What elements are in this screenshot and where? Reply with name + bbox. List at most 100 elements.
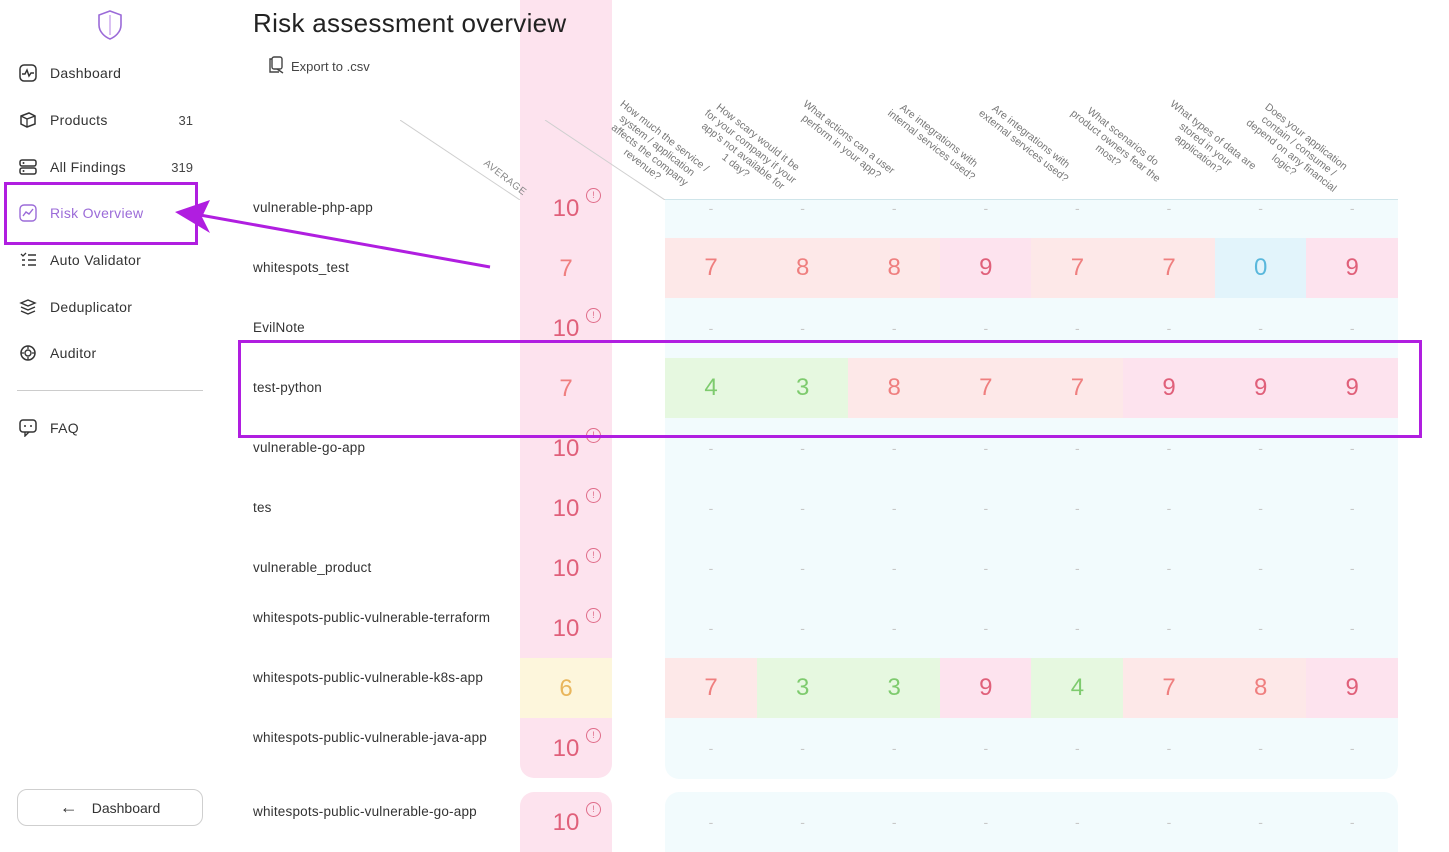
score-empty: -: [983, 740, 989, 756]
header-diagonal-line: [400, 120, 665, 200]
sidebar-item-count: 31: [178, 112, 193, 128]
sidebar-item-auto-validator[interactable]: Auto Validator: [18, 248, 203, 272]
score-empty: -: [1075, 814, 1080, 830]
layers-icon: [18, 297, 38, 317]
score-empty: -: [1258, 440, 1263, 456]
product-name[interactable]: vulnerable_product: [253, 560, 372, 575]
score-empty: -: [1258, 740, 1263, 756]
score-empty: -: [983, 500, 989, 516]
average-score: 10: [552, 615, 580, 642]
shield-logo-icon[interactable]: [97, 10, 123, 40]
sidebar-item-count: 319: [171, 159, 193, 175]
score-cell[interactable]: 7: [665, 658, 758, 718]
score-empty: -: [1166, 440, 1172, 456]
question-header: What actions can a user perform in your a…: [799, 98, 897, 182]
score-empty: -: [1166, 560, 1172, 576]
dashboard-icon: [18, 63, 38, 83]
score-empty: -: [800, 740, 805, 756]
sidebar-item-label: Risk Overview: [50, 205, 144, 221]
score-cell[interactable]: 4: [665, 358, 758, 418]
product-name[interactable]: whitespots-public-vulnerable-go-app: [253, 804, 477, 819]
score-empty: -: [708, 500, 714, 516]
score-cell[interactable]: 9: [939, 238, 1032, 298]
score-cell[interactable]: 7: [939, 358, 1032, 418]
warning-info-icon[interactable]: !: [586, 308, 601, 323]
score-empty: -: [708, 440, 714, 456]
sidebar-item-label: Products: [50, 112, 108, 128]
warning-info-icon[interactable]: !: [586, 488, 601, 503]
sidebar-item-auditor[interactable]: Auditor: [18, 341, 203, 365]
sidebar-item-label: Deduplicator: [50, 299, 133, 315]
product-name[interactable]: whitespots-public-vulnerable-java-app: [253, 730, 488, 745]
score-empty: -: [1258, 500, 1263, 516]
score-cell[interactable]: 3: [848, 658, 941, 718]
score-empty: -: [1166, 620, 1172, 636]
warning-info-icon[interactable]: !: [586, 548, 601, 563]
score-empty: -: [1075, 200, 1080, 216]
score-cell[interactable]: 4: [1031, 658, 1124, 718]
score-cell[interactable]: 3: [756, 658, 849, 718]
arrow-left-icon: ←: [59, 797, 78, 817]
score-empty: -: [891, 620, 897, 636]
score-cell[interactable]: 9: [1214, 358, 1307, 418]
score-cell[interactable]: 7: [1031, 358, 1124, 418]
score-cell[interactable]: 8: [848, 358, 941, 418]
sidebar-item-label: Auto Validator: [50, 252, 142, 268]
score-cell[interactable]: 9: [1306, 358, 1399, 418]
score-cell[interactable]: 9: [939, 658, 1032, 718]
back-to-dashboard-button[interactable]: ← Dashboard: [17, 789, 203, 826]
score-cell[interactable]: 7: [1031, 238, 1124, 298]
average-score: 10: [552, 495, 580, 522]
score-cell[interactable]: 8: [1214, 658, 1307, 718]
product-name[interactable]: tes: [253, 500, 272, 515]
average-score: 6: [559, 675, 573, 702]
score-cell[interactable]: 7: [1123, 658, 1216, 718]
sidebar-item-faq[interactable]: FAQ: [18, 416, 203, 440]
sidebar-item-dashboard[interactable]: Dashboard: [18, 61, 203, 85]
sidebar-item-label: All Findings: [50, 159, 126, 175]
average-score: 10: [552, 195, 580, 222]
average-score: 7: [559, 375, 573, 402]
warning-info-icon[interactable]: !: [586, 728, 601, 743]
score-empty: -: [1258, 320, 1263, 336]
score-empty: -: [1075, 320, 1080, 336]
average-column: [520, 0, 612, 778]
score-empty: -: [1075, 740, 1080, 756]
question-header: What scenarios do product owners fear the…: [1068, 105, 1163, 185]
warning-info-icon[interactable]: !: [586, 802, 601, 817]
score-empty: -: [800, 440, 805, 456]
product-name[interactable]: whitespots_test: [253, 260, 350, 275]
score-empty: -: [1349, 560, 1355, 576]
score-empty: -: [800, 320, 805, 336]
warning-info-icon[interactable]: !: [586, 608, 601, 623]
sidebar-item-all-findings[interactable]: All Findings 319: [18, 155, 203, 179]
score-cell[interactable]: 0: [1214, 238, 1307, 298]
score-empty: -: [708, 200, 714, 216]
question-header: Are integrations with internal services u…: [885, 101, 980, 184]
score-empty: -: [1166, 814, 1172, 830]
score-empty: -: [891, 440, 897, 456]
score-empty: -: [1075, 440, 1080, 456]
product-name[interactable]: EvilNote: [253, 320, 305, 335]
score-empty: -: [983, 320, 989, 336]
score-cell[interactable]: 8: [756, 238, 849, 298]
score-cell[interactable]: 7: [665, 238, 758, 298]
score-cell[interactable]: 9: [1123, 358, 1216, 418]
product-name[interactable]: whitespots-public-vulnerable-terraform: [253, 610, 491, 625]
product-name[interactable]: vulnerable-go-app: [253, 440, 366, 455]
sidebar-item-risk-overview[interactable]: Risk Overview: [18, 201, 203, 225]
average-score: 10: [552, 435, 580, 462]
score-cell[interactable]: 8: [848, 238, 941, 298]
sidebar-item-products[interactable]: Products 31: [18, 108, 203, 132]
sidebar-item-deduplicator[interactable]: Deduplicator: [18, 295, 203, 319]
score-cell[interactable]: 3: [756, 358, 849, 418]
average-score: 10: [552, 735, 580, 762]
product-name[interactable]: whitespots-public-vulnerable-k8s-app: [253, 670, 484, 685]
export-csv-button[interactable]: Export to .csv: [267, 56, 370, 77]
product-name[interactable]: test-python: [253, 380, 322, 395]
score-cell[interactable]: 9: [1306, 658, 1399, 718]
score-cell[interactable]: 7: [1123, 238, 1216, 298]
warning-info-icon[interactable]: !: [586, 188, 601, 203]
product-name[interactable]: vulnerable-php-app: [253, 200, 373, 215]
score-cell[interactable]: 9: [1306, 238, 1399, 298]
